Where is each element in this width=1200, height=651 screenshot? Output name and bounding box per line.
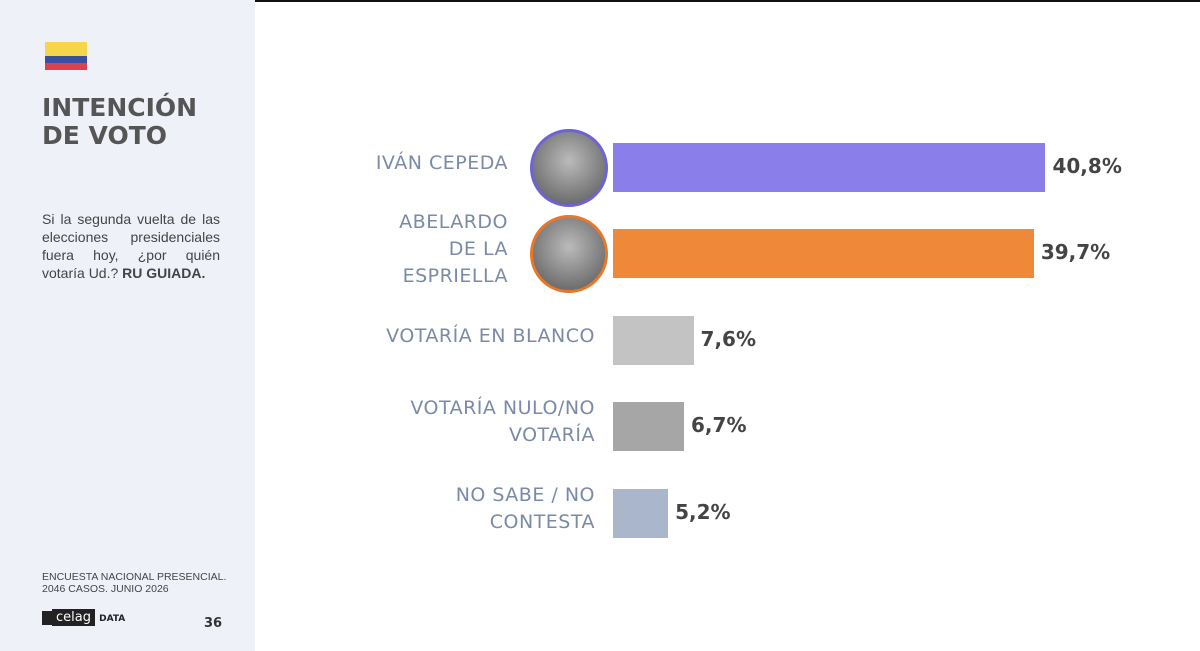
category-label: VOTARÍA EN BLANCO [386, 324, 595, 347]
logo: celag DATA [42, 609, 126, 626]
flag [45, 42, 87, 70]
value-label: 5,2% [675, 500, 731, 524]
sidebar: INTENCIÓN DE VOTO Si la segunda vuelta d… [0, 0, 255, 651]
value-label: 39,7% [1040, 240, 1111, 264]
logo-text: celag [52, 609, 95, 626]
bar [613, 316, 694, 365]
category-label: VOTARÍA NULO/NO VOTARÍA [410, 397, 595, 446]
value-label: 6,7% [691, 413, 747, 437]
question-emphasis: RU GUIADA. [122, 265, 206, 281]
value-label: 40,8% [1052, 154, 1122, 178]
bar [613, 489, 669, 538]
candidate-photo [530, 215, 608, 293]
bar [613, 143, 1046, 192]
candidate-photo [530, 129, 608, 207]
category-label: NO SABE / NO CONTESTA [455, 484, 595, 533]
category-label: IVÁN CEPEDA [375, 151, 508, 174]
bar [613, 229, 1034, 278]
bar [613, 402, 685, 451]
value-label: 7,6% [700, 327, 757, 351]
question: Si la segunda vuelta de las elecciones p… [42, 210, 220, 282]
source: 2046 CASOS. JUNIO 2026 [42, 583, 169, 595]
question-text: Si la segunda vuelta de las elecciones p… [42, 211, 220, 281]
title: INTENCIÓN DE VOTO [42, 93, 198, 150]
logo-suffix: DATA [99, 614, 126, 624]
top-rule [255, 0, 1200, 2]
category-label: ABELARDO DE LA ESPRIELLA [399, 210, 508, 287]
source: ENCUESTA NACIONAL PRESENCIAL. [42, 571, 227, 583]
page-number: 36 [204, 616, 223, 631]
